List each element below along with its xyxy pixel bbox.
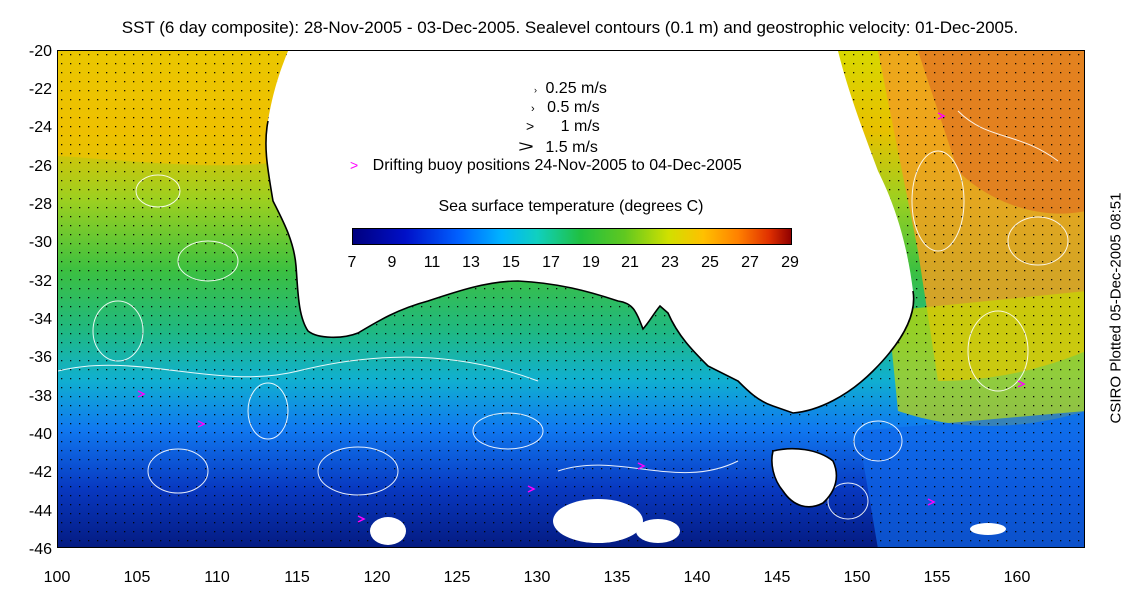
x-tick-label: 100 [43, 569, 71, 586]
velocity-legend-label: 1.5 m/s [545, 139, 598, 156]
x-tick-label: 115 [284, 569, 310, 586]
map-title: SST (6 day composite): 28-Nov-2005 - 03-… [121, 18, 1019, 37]
y-tick-label: -44 [28, 503, 52, 520]
x-tick-label: 160 [1003, 569, 1031, 586]
colorbar-tick: 19 [582, 254, 600, 271]
y-tick-label: -28 [28, 196, 52, 213]
y-tick-label: -30 [28, 234, 52, 251]
x-tick-label: 135 [603, 569, 631, 586]
y-tick-label: -34 [28, 311, 52, 328]
velocity-arrow-icon: > [518, 137, 534, 156]
buoy-marker-icon: > [350, 157, 359, 173]
velocity-legend-label: 0.25 m/s [545, 80, 607, 97]
y-tick-label: -42 [28, 464, 52, 481]
x-tick-label: 110 [204, 569, 230, 586]
y-tick-label: -20 [28, 43, 52, 60]
y-tick-label: -24 [28, 119, 52, 136]
y-tick-label: -40 [28, 426, 52, 443]
x-tick-label: 150 [843, 569, 871, 586]
x-tick-label: 155 [923, 569, 951, 586]
colorbar-tick: 7 [347, 254, 357, 271]
colorbar-title: Sea surface temperature (degrees C) [438, 198, 704, 215]
x-tick-label: 140 [683, 569, 711, 586]
y-tick-label: -22 [28, 81, 52, 98]
colorbar-tick: 13 [462, 254, 480, 271]
colorbar-tick: 29 [781, 254, 799, 271]
colorbar-tick: 11 [423, 254, 441, 271]
y-tick-label: -36 [28, 349, 52, 366]
colorbar-tick: 17 [542, 254, 560, 271]
colorbar-tick: 27 [741, 254, 759, 271]
y-tick-label: -26 [28, 158, 52, 175]
x-tick-label: 105 [123, 569, 151, 586]
velocity-legend-row: > 1.5 m/s [518, 137, 598, 157]
buoy-legend-row: > Drifting buoy positions 24-Nov-2005 to… [350, 157, 742, 175]
y-tick-label: -32 [28, 273, 52, 290]
x-tick-label: 125 [443, 569, 471, 586]
sst-colorbar [352, 228, 792, 245]
sst-map [57, 50, 1085, 548]
velocity-legend-row: > 1 m/s [526, 118, 600, 136]
y-tick-label: -38 [28, 388, 52, 405]
colorbar-tick: 21 [621, 254, 639, 271]
velocity-legend-label: 1 m/s [560, 118, 600, 135]
buoy-legend-label: Drifting buoy positions 24-Nov-2005 to 0… [372, 157, 742, 174]
velocity-legend-label: 0.5 m/s [547, 99, 600, 116]
velocity-arrow-icon: › [531, 103, 535, 115]
colorbar-tick: 15 [502, 254, 520, 271]
colorbar-tick: 23 [661, 254, 679, 271]
velocity-arrow-icon: > [526, 118, 535, 134]
colorbar-tick: 25 [701, 254, 719, 271]
velocity-legend-row: › 0.5 m/s [531, 99, 600, 117]
x-tick-label: 130 [523, 569, 551, 586]
y-tick-label: -46 [28, 541, 52, 558]
velocity-arrow-icon: › [534, 85, 537, 95]
x-tick-label: 120 [363, 569, 391, 586]
colorbar-tick: 9 [387, 254, 397, 271]
plot-credit: CSIRO Plotted 05-Dec-2005 08:51 [1107, 192, 1125, 424]
x-tick-label: 145 [763, 569, 791, 586]
velocity-legend-row: › 0.25 m/s [534, 80, 607, 98]
